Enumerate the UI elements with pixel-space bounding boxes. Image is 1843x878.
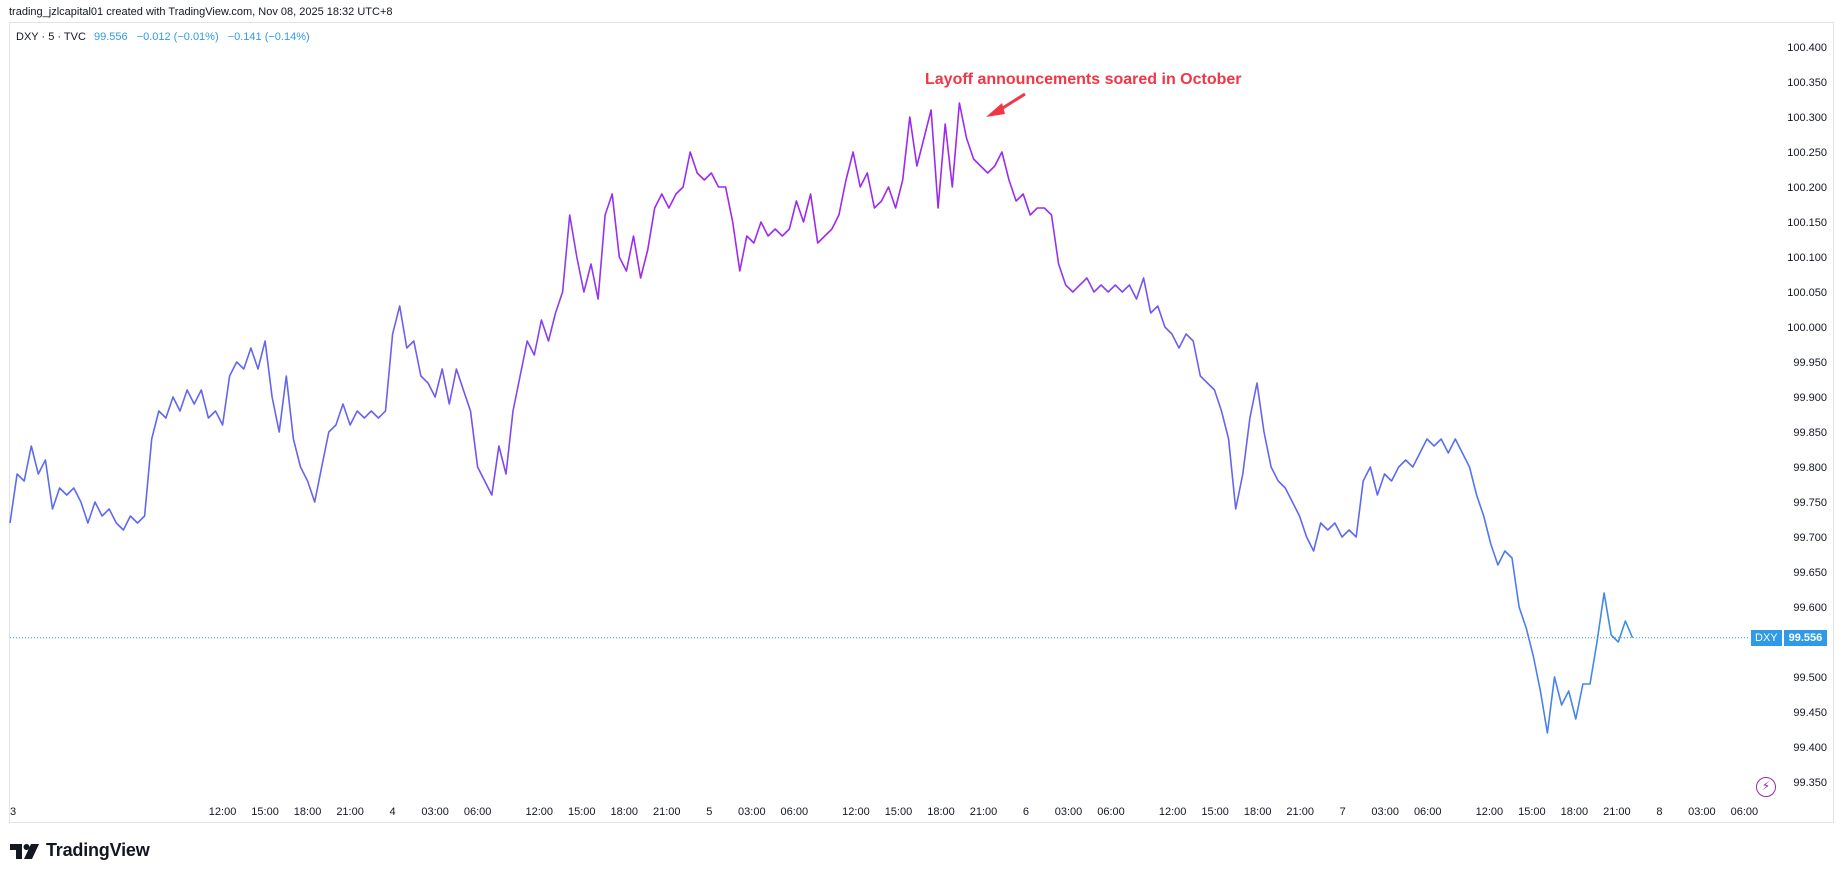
y-tick-label: 100.100 bbox=[1787, 252, 1827, 264]
tradingview-brand: TradingView bbox=[46, 840, 150, 860]
x-tick-label: 18:00 bbox=[611, 806, 639, 818]
price-axis[interactable]: 100.400 100.350 100.300 100.250 100.200 100.1… bbox=[1787, 42, 1827, 789]
x-tick-label: 06:00 bbox=[1097, 806, 1125, 818]
y-tick-label: 99.700 bbox=[1793, 532, 1827, 544]
x-tick-label: 21:00 bbox=[1603, 806, 1631, 818]
y-tick-label: 99.400 bbox=[1793, 742, 1827, 754]
price-tag-value: 99.556 bbox=[1783, 629, 1828, 646]
y-tick-label: 100.250 bbox=[1787, 147, 1827, 159]
x-tick-label: 06:00 bbox=[1414, 806, 1442, 818]
x-tick-label: 03:00 bbox=[1371, 806, 1399, 818]
x-tick-label: 21:00 bbox=[970, 806, 998, 818]
x-tick-label: 15:00 bbox=[1518, 806, 1546, 818]
chart-attribution: trading_jzlcapital01 created with Tradin… bbox=[9, 6, 393, 18]
legend-symbol[interactable]: DXY · 5 · TVC bbox=[16, 31, 86, 43]
y-tick-label: 99.500 bbox=[1793, 672, 1827, 684]
last-price-tag: DXY 99.556 bbox=[1751, 629, 1828, 646]
x-tick-label: 8 bbox=[1656, 806, 1662, 818]
y-tick-label: 99.850 bbox=[1793, 427, 1827, 439]
lightning-icon[interactable]: ⚡ bbox=[1756, 777, 1776, 797]
x-tick-label: 6 bbox=[1023, 806, 1029, 818]
y-tick-label: 99.450 bbox=[1793, 707, 1827, 719]
x-tick-label: 18:00 bbox=[294, 806, 322, 818]
x-tick-label: 12:00 bbox=[1476, 806, 1504, 818]
x-tick-label: 4 bbox=[390, 806, 396, 818]
x-tick-label: 12:00 bbox=[209, 806, 237, 818]
tradingview-logo-icon bbox=[10, 843, 39, 859]
y-tick-label: 99.950 bbox=[1793, 357, 1827, 369]
chart-frame bbox=[9, 22, 1834, 823]
annotation-arrow-icon bbox=[986, 92, 1026, 117]
y-tick-label: 99.650 bbox=[1793, 567, 1827, 579]
x-tick-label: 12:00 bbox=[1159, 806, 1187, 818]
x-tick-label: 15:00 bbox=[568, 806, 596, 818]
x-tick-label: 3 bbox=[10, 806, 16, 818]
y-tick-label: 99.600 bbox=[1793, 602, 1827, 614]
symbol-legend[interactable]: DXY · 5 · TVC 99.556 −0.012 (−0.01%) −0.… bbox=[16, 31, 310, 43]
x-tick-label: 21:00 bbox=[336, 806, 364, 818]
x-tick-label: 06:00 bbox=[781, 806, 809, 818]
x-tick-label: 12:00 bbox=[525, 806, 553, 818]
y-tick-label: 99.350 bbox=[1793, 777, 1827, 789]
y-tick-label: 100.000 bbox=[1787, 322, 1827, 334]
x-tick-label: 18:00 bbox=[927, 806, 955, 818]
x-tick-label: 03:00 bbox=[1055, 806, 1083, 818]
x-tick-label: 03:00 bbox=[738, 806, 766, 818]
series-layer bbox=[9, 102, 1634, 734]
x-tick-label: 15:00 bbox=[885, 806, 913, 818]
x-tick-label: 18:00 bbox=[1244, 806, 1272, 818]
x-tick-label: 12:00 bbox=[842, 806, 870, 818]
y-tick-label: 99.800 bbox=[1793, 462, 1827, 474]
x-tick-label: 5 bbox=[706, 806, 712, 818]
x-tick-label: 06:00 bbox=[1731, 806, 1759, 818]
x-tick-label: 21:00 bbox=[1286, 806, 1314, 818]
y-tick-label: 99.900 bbox=[1793, 392, 1827, 404]
y-tick-label: 100.050 bbox=[1787, 287, 1827, 299]
y-tick-label: 100.200 bbox=[1787, 182, 1827, 194]
x-tick-label: 21:00 bbox=[653, 806, 681, 818]
x-tick-label: 06:00 bbox=[464, 806, 492, 818]
y-tick-label: 100.350 bbox=[1787, 77, 1827, 89]
annotation-text[interactable]: Layoff announcements soared in October bbox=[925, 71, 1242, 88]
x-tick-label: 18:00 bbox=[1561, 806, 1589, 818]
x-tick-label: 15:00 bbox=[1201, 806, 1229, 818]
x-tick-label: 7 bbox=[1340, 806, 1346, 818]
x-tick-label: 15:00 bbox=[251, 806, 279, 818]
tradingview-logo[interactable]: TradingView bbox=[10, 840, 150, 861]
x-tick-label: 03:00 bbox=[1688, 806, 1716, 818]
y-tick-label: 100.400 bbox=[1787, 42, 1827, 54]
price-tag-symbol: DXY bbox=[1751, 629, 1782, 646]
series-line-dxy[interactable] bbox=[9, 102, 1634, 734]
x-tick-label: 03:00 bbox=[421, 806, 449, 818]
y-tick-label: 100.150 bbox=[1787, 217, 1827, 229]
time-axis[interactable]: 3 12:00 15:00 18:00 21:00 4 03:00 06:00 12:00 15:… bbox=[10, 806, 1758, 818]
legend-change: −0.012 (−0.01%) bbox=[136, 31, 219, 43]
y-tick-label: 99.750 bbox=[1793, 497, 1827, 509]
legend-change-day: −0.141 (−0.14%) bbox=[227, 31, 310, 43]
y-tick-label: 100.300 bbox=[1787, 112, 1827, 124]
annotation[interactable]: Layoff announcements soared in October bbox=[925, 71, 1242, 117]
legend-last-price: 99.556 bbox=[93, 31, 128, 43]
